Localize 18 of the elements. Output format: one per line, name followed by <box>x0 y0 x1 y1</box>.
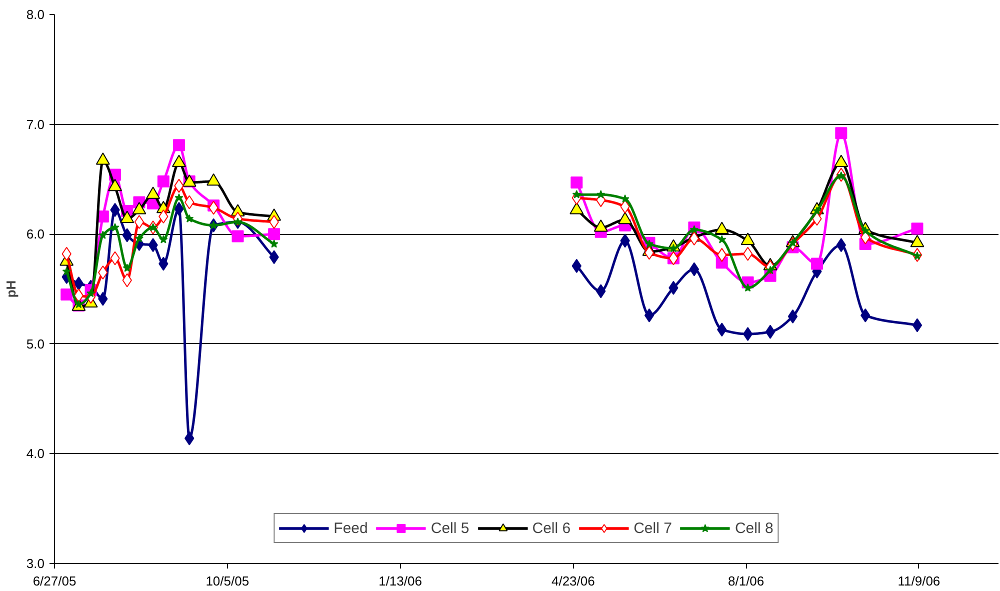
x-tick-label: 6/27/05 <box>32 574 76 588</box>
x-tick-label: 8/1/06 <box>728 574 764 588</box>
x-tick-label: 11/9/06 <box>898 574 940 588</box>
legend-label: Feed <box>334 520 368 536</box>
y-tick-label: 8.0 <box>26 7 45 22</box>
y-tick-label: 6.0 <box>26 226 45 242</box>
legend-label: Cell 5 <box>430 520 470 536</box>
y-tick-label: 7.0 <box>26 116 45 132</box>
y-axis-title: pH <box>3 280 18 298</box>
y-tick-label: 5.0 <box>26 336 45 352</box>
y-tick-label: 4.0 <box>26 446 45 462</box>
x-tick-label: 4/23/06 <box>551 574 595 588</box>
x-tick-label: 10/5/05 <box>206 574 250 588</box>
y-tick-label: 3.0 <box>26 556 45 571</box>
x-tick-label: 1/13/06 <box>378 574 422 588</box>
legend-label: Cell 7 <box>634 520 672 536</box>
legend-label: Cell 8 <box>734 520 774 536</box>
legend-label: Cell 6 <box>532 520 571 536</box>
